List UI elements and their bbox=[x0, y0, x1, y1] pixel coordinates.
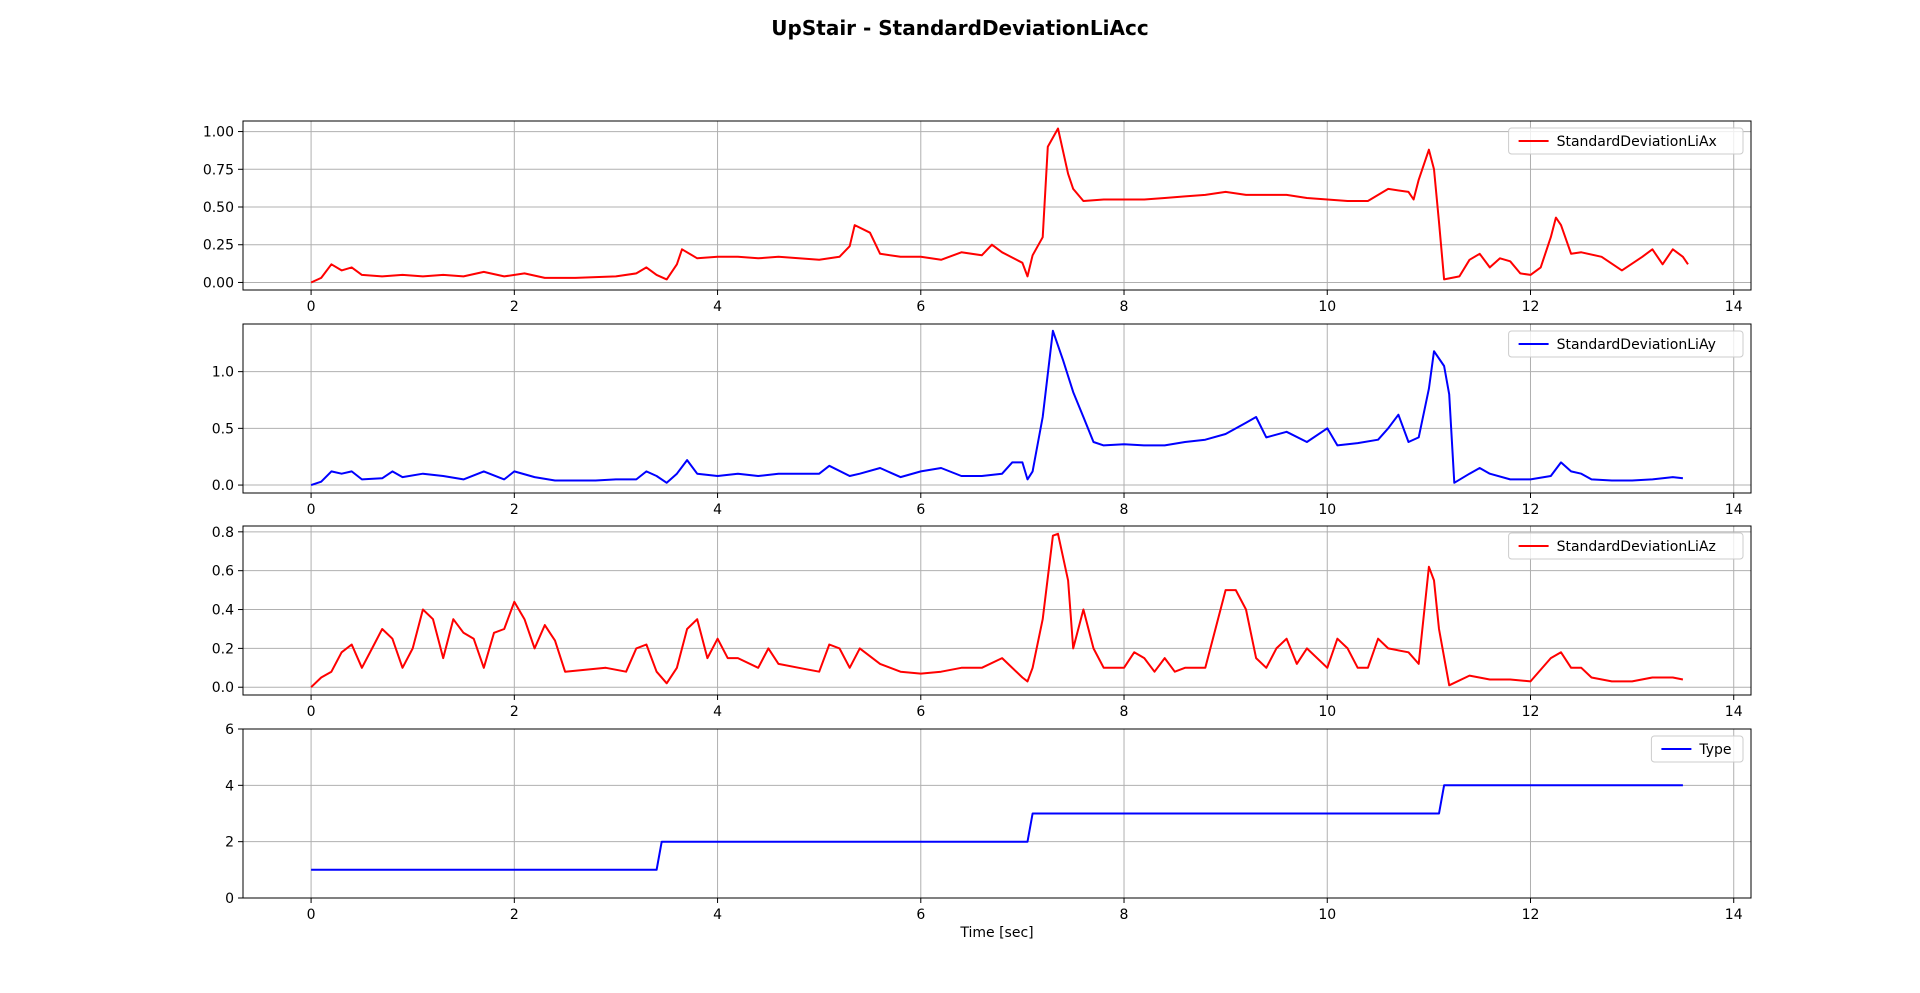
y-tick-label: 1.0 bbox=[212, 365, 234, 381]
plot-area bbox=[243, 324, 1751, 493]
y-tick-label: 0.00 bbox=[203, 275, 234, 291]
legend: StandardDeviationLiAy bbox=[1508, 330, 1744, 358]
legend-label: StandardDeviationLiAy bbox=[1557, 337, 1716, 353]
series-line-standarddeviationliay bbox=[310, 329, 1684, 487]
x-tick-label: 12 bbox=[1522, 704, 1540, 720]
x-tick-label: 12 bbox=[1522, 907, 1540, 923]
y-tick-label: 6 bbox=[225, 722, 234, 738]
x-tick-label: 14 bbox=[1725, 299, 1743, 315]
x-tick-label: 2 bbox=[510, 907, 519, 923]
x-tick-label: 10 bbox=[1318, 502, 1336, 518]
subplot-1: 0 2 4 6 8 10 12 14 0.00 0.25 0.50 0.75 1.00 StandardD… bbox=[203, 120, 1752, 315]
x-tick-label: 14 bbox=[1725, 704, 1743, 720]
y-tick-label: 0.4 bbox=[212, 603, 234, 619]
x-tick-label: 8 bbox=[1120, 502, 1129, 518]
legend-box bbox=[1508, 330, 1744, 358]
series-line-standarddeviationliax bbox=[310, 127, 1689, 284]
x-tick-label: 4 bbox=[713, 907, 722, 923]
x-tick-label: 2 bbox=[510, 502, 519, 518]
x-axis-label: Time [sec] bbox=[959, 925, 1033, 941]
y-tick-label: 0 bbox=[225, 891, 234, 907]
x-tick-label: 10 bbox=[1318, 704, 1336, 720]
axes-frame bbox=[242, 323, 1752, 494]
y-tick-label: 0.8 bbox=[212, 525, 234, 541]
x-tick-label: 12 bbox=[1522, 502, 1540, 518]
plot-area bbox=[243, 729, 1751, 898]
y-tick-label: 0.75 bbox=[203, 162, 234, 178]
y-tick-label: 0.50 bbox=[203, 200, 234, 216]
y-tick-label: 1.00 bbox=[203, 125, 234, 141]
x-tick-label: 8 bbox=[1120, 907, 1129, 923]
legend-box bbox=[1650, 735, 1744, 763]
x-tick-label: 12 bbox=[1522, 299, 1540, 315]
x-tick-label: 8 bbox=[1120, 299, 1129, 315]
y-tick-label: 0.2 bbox=[212, 641, 234, 657]
axes-frame bbox=[242, 120, 1752, 291]
legend: StandardDeviationLiAz bbox=[1508, 532, 1744, 560]
axes-frame bbox=[242, 728, 1752, 899]
x-tick-label: 2 bbox=[510, 704, 519, 720]
x-tick-label: 6 bbox=[916, 299, 925, 315]
x-tick-label: 6 bbox=[916, 907, 925, 923]
x-tick-label: 6 bbox=[916, 704, 925, 720]
x-tick-label: 4 bbox=[713, 704, 722, 720]
axes-frame bbox=[242, 525, 1752, 696]
legend-label: StandardDeviationLiAx bbox=[1557, 134, 1717, 150]
x-tick-label: 2 bbox=[510, 299, 519, 315]
x-tick-label: 4 bbox=[713, 502, 722, 518]
x-tick-label: 0 bbox=[307, 704, 316, 720]
x-tick-label: 4 bbox=[713, 299, 722, 315]
subplot-4: 0 2 4 6 8 10 12 14 0 2 4 6 Time [sec] Type bbox=[225, 722, 1752, 941]
y-tick-label: 0.0 bbox=[212, 680, 234, 696]
x-tick-label: 14 bbox=[1725, 502, 1743, 518]
x-tick-label: 14 bbox=[1725, 907, 1743, 923]
x-tick-label: 0 bbox=[307, 907, 316, 923]
y-tick-label: 0.6 bbox=[212, 564, 234, 580]
subplot-3: 0 2 4 6 8 10 12 14 0.0 0.2 0.4 0.6 0.8 StandardDeviat… bbox=[212, 525, 1752, 720]
legend: StandardDeviationLiAx bbox=[1508, 127, 1744, 155]
legend-label: StandardDeviationLiAz bbox=[1557, 539, 1716, 555]
legend-box bbox=[1508, 532, 1744, 560]
series-line-standarddeviationliaz bbox=[310, 532, 1684, 688]
plot-area bbox=[243, 121, 1751, 290]
series-line-type bbox=[311, 784, 1683, 871]
legend-label: Type bbox=[1698, 742, 1731, 758]
y-tick-label: 2 bbox=[225, 835, 234, 851]
x-tick-label: 0 bbox=[307, 299, 316, 315]
x-tick-label: 6 bbox=[916, 502, 925, 518]
x-tick-label: 10 bbox=[1318, 299, 1336, 315]
legend-box bbox=[1508, 127, 1744, 155]
subplot-2: 0 2 4 6 8 10 12 14 0.0 0.5 1.0 StandardDeviationLiA… bbox=[212, 323, 1752, 518]
y-tick-label: 0.25 bbox=[203, 238, 234, 254]
y-tick-label: 4 bbox=[225, 778, 234, 794]
figure-title: UpStair - StandardDeviationLiAcc bbox=[771, 16, 1148, 40]
x-tick-label: 8 bbox=[1120, 704, 1129, 720]
x-tick-label: 0 bbox=[307, 502, 316, 518]
y-tick-label: 0.5 bbox=[212, 421, 234, 437]
legend: Type bbox=[1650, 735, 1744, 763]
y-tick-label: 0.0 bbox=[212, 478, 234, 494]
x-tick-label: 10 bbox=[1318, 907, 1336, 923]
plot-area bbox=[243, 526, 1751, 695]
